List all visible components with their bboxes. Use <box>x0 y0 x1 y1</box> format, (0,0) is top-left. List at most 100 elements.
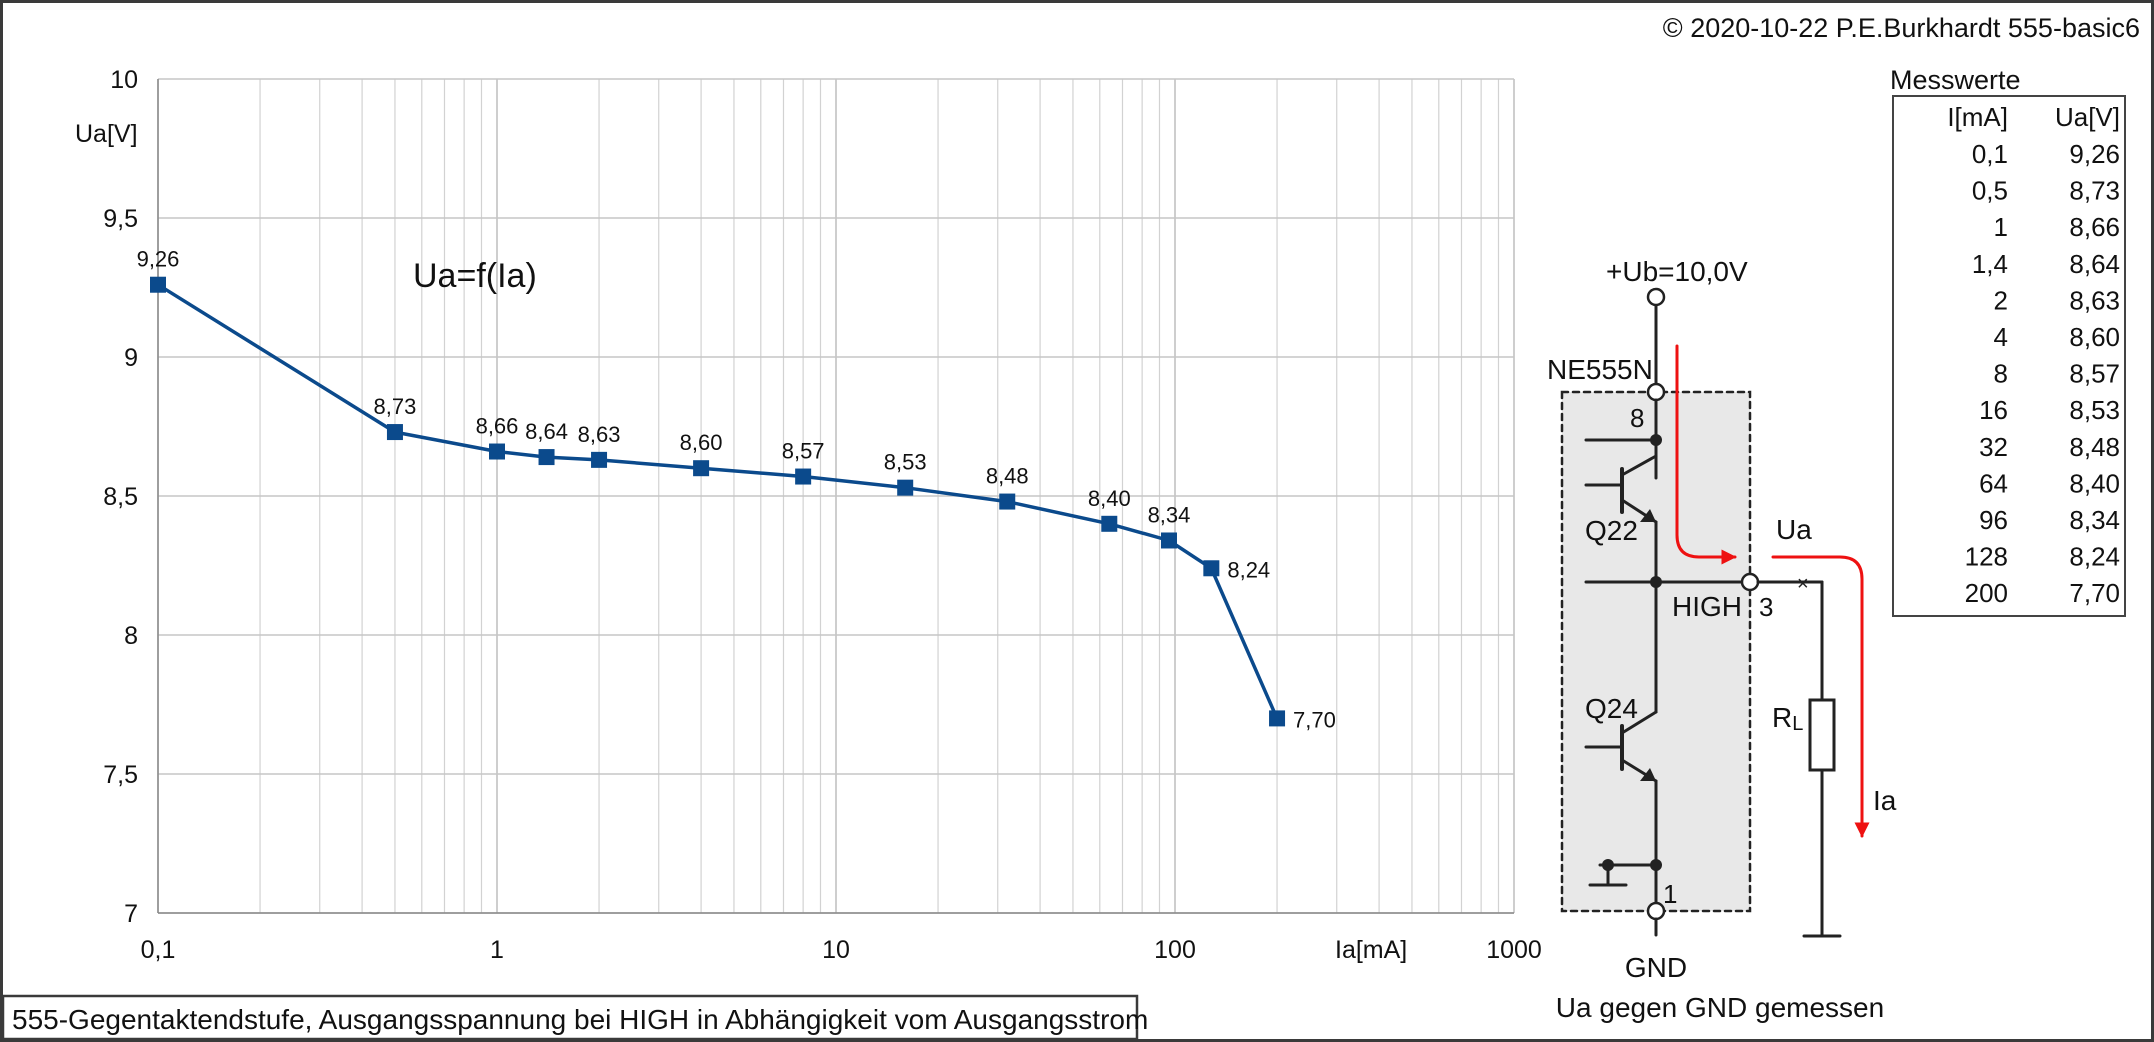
measurement-note: Ua gegen GND gemessen <box>1556 992 1884 1023</box>
data-label: 8,66 <box>476 414 519 439</box>
q22-emitter-arrow <box>1640 509 1656 522</box>
x-tick-label: 1000 <box>1486 936 1542 964</box>
junction-dot <box>1650 434 1662 446</box>
measurement-table: Messwerte I[mA] Ua[V] 0,1 9,26 0,5 8,73 1 8,6… <box>1890 65 2126 617</box>
table-cell-i: 1 <box>1994 212 2008 242</box>
data-label: 8,64 <box>525 419 568 444</box>
pin3-terminal <box>1740 572 1760 592</box>
table-cell-ua: 8,63 <box>2069 285 2120 315</box>
table-cell-ua: 8,34 <box>2069 505 2120 535</box>
table-cell-i: 8 <box>1994 359 2008 389</box>
table-cell-ua: 9,26 <box>2069 139 2120 169</box>
data-label: 8,57 <box>782 439 825 464</box>
data-point <box>999 493 1016 510</box>
q22-label: Q22 <box>1585 515 1638 546</box>
ia-label: Ia <box>1873 785 1897 816</box>
supply-label: +Ub=10,0V <box>1606 256 1748 287</box>
table-cell-ua: 8,66 <box>2069 212 2120 242</box>
table-cell-ua: 8,57 <box>2069 359 2120 389</box>
q24-collector <box>1620 710 1658 735</box>
y-tick-label: 7 <box>124 900 138 928</box>
data-point <box>795 468 812 485</box>
data-point <box>1269 710 1286 727</box>
data-label: 9,26 <box>137 247 180 272</box>
ua-label: Ua <box>1776 514 1812 545</box>
data-point <box>150 276 166 293</box>
high-label: HIGH <box>1672 591 1742 622</box>
schematic: +Ub=10,0V NE555N 8 Q22 HIGH 3 Q24 <box>1547 256 1897 1023</box>
chart-title: Ua=f(Ia) <box>413 257 537 295</box>
data-label: 8,60 <box>680 430 723 455</box>
q24-label: Q24 <box>1585 693 1638 724</box>
table-cell-i: 64 <box>1979 468 2008 498</box>
y-tick-label: 8,5 <box>103 483 138 511</box>
table-cell-ua: 8,24 <box>2069 542 2120 572</box>
q24-emitter-arrow <box>1640 768 1656 781</box>
data-label: 8,24 <box>1227 557 1270 582</box>
table-cell-i: 0,5 <box>1972 176 2008 206</box>
y-tick-label: 9 <box>124 344 138 372</box>
x-axis-label: Ia[mA] <box>1335 936 1407 964</box>
table-cell-i: 128 <box>1965 542 2008 572</box>
current-arrow-load <box>1771 555 1870 838</box>
table-cell-i: 32 <box>1979 432 2008 462</box>
x-tick-labels: 0,1 1 10 100 1000 <box>141 936 1542 964</box>
data-label: 7,70 <box>1293 707 1336 732</box>
x-tick-label: 10 <box>822 936 850 964</box>
copyright-text: © 2020-10-22 P.E.Burkhardt 555-basic6 <box>1663 13 2140 43</box>
data-point <box>1203 560 1220 577</box>
y-tick-label: 9,5 <box>103 205 138 233</box>
table-cell-i: 16 <box>1979 395 2008 425</box>
table-cell-ua: 8,53 <box>2069 395 2120 425</box>
data-label: 8,73 <box>374 394 417 419</box>
data-point <box>897 479 914 496</box>
table-cell-i: 96 <box>1979 505 2008 535</box>
data-point <box>538 449 555 466</box>
table-cell-i: 2 <box>1994 285 2008 315</box>
table-cell-ua: 8,73 <box>2069 176 2120 206</box>
chip-label: NE555N <box>1547 354 1653 385</box>
x-tick-label: 0,1 <box>141 936 176 964</box>
rl-label: RL <box>1772 702 1803 735</box>
measure-cross: × <box>1797 573 1809 595</box>
y-tick-label: 8 <box>124 622 138 650</box>
load-resistor <box>1808 698 1836 772</box>
table-cell-i: 1,4 <box>1972 249 2008 279</box>
table-cell-ua: 8,40 <box>2069 468 2120 498</box>
x-tick-label: 1 <box>490 936 504 964</box>
grid-major-lines <box>157 78 1515 914</box>
x-tick-label: 100 <box>1154 936 1196 964</box>
supply-terminal <box>1646 287 1666 307</box>
data-point <box>591 451 608 468</box>
table-cell-ua: 8,60 <box>2069 322 2120 352</box>
pin3-label: 3 <box>1759 592 1773 622</box>
table-cell-i: 200 <box>1965 578 2008 608</box>
table-border <box>1892 95 2126 617</box>
table-rows: 0,1 9,26 0,5 8,73 1 8,66 1,4 8,64 2 8,63 4 8,60 8 8,5… <box>1965 139 2120 608</box>
data-point <box>1160 532 1177 549</box>
data-point <box>386 424 403 441</box>
table-header-i: I[mA] <box>1947 102 2008 132</box>
current-arrow-internal <box>1675 344 1737 565</box>
chart: 7 7,5 8 8,5 9 9,5 10 0,1 1 10 100 1000 Ua[V] Ia[mA… <box>75 66 1542 964</box>
pin1-terminal <box>1646 901 1666 921</box>
table-cell-ua: 8,48 <box>2069 432 2120 462</box>
data-point <box>1101 515 1118 532</box>
pin8-terminal <box>1646 382 1666 402</box>
table-title: Messwerte <box>1890 65 2021 95</box>
pin1-label: 1 <box>1663 879 1677 909</box>
gnd-label: GND <box>1625 952 1687 983</box>
table-cell-ua: 8,64 <box>2069 249 2120 279</box>
ground-junction-dot <box>1650 859 1662 871</box>
series-data-labels: 9,26 8,73 8,66 8,64 8,63 8,60 8,57 8,53 8,48 8,40… <box>137 247 1336 733</box>
table-cell-i: 4 <box>1994 322 2008 352</box>
y-axis-label: Ua[V] <box>75 120 138 148</box>
data-point <box>693 460 710 477</box>
series-points <box>150 276 1286 727</box>
caption-box <box>1 994 1139 1041</box>
q22-collector <box>1620 454 1658 477</box>
data-label: 8,53 <box>884 450 927 475</box>
data-point <box>489 443 505 460</box>
